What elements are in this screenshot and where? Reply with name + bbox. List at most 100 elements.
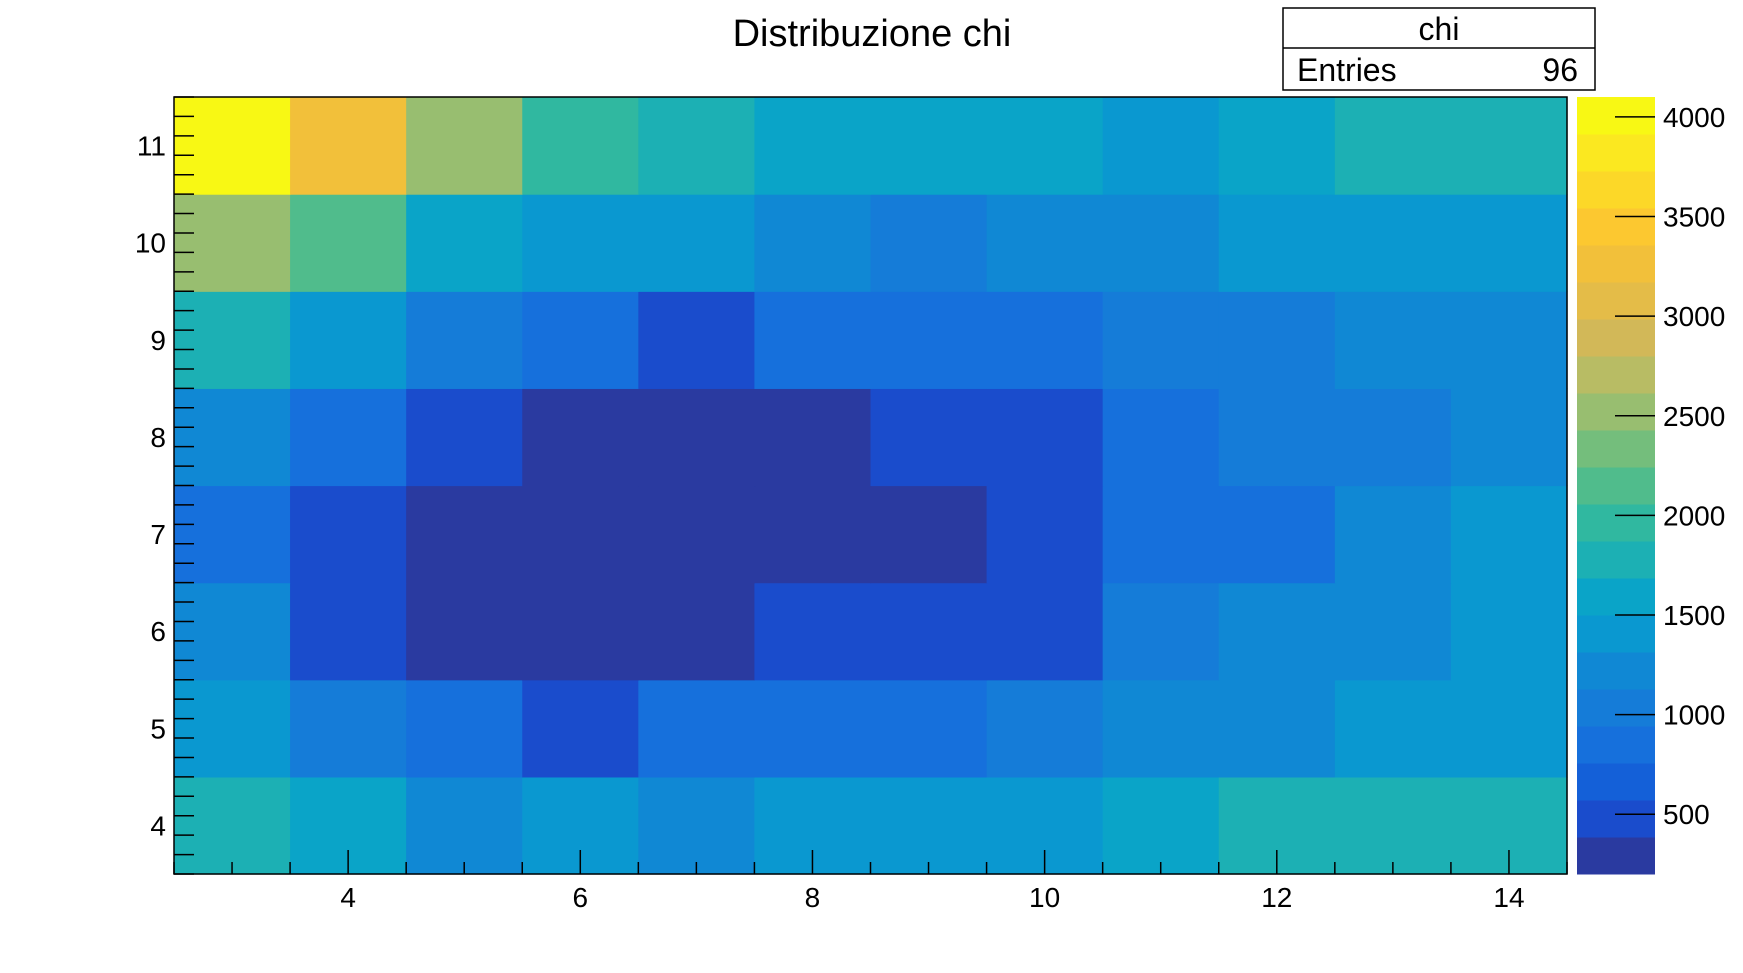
heatmap-cell [1102,679,1220,778]
z-tick-label: 500 [1663,799,1710,830]
z-tick-label: 3000 [1663,301,1725,332]
color-scale-axis: 500 1000 1500 2000 2500 3000 3500 4000 [1615,102,1725,830]
heatmap-cell [406,485,523,584]
heatmap-cell [1102,485,1220,584]
heatmap-cell [290,97,407,195]
heatmap-cell [1218,97,1336,195]
color-scale-segment [1577,504,1655,542]
heatmap-cell [638,485,756,584]
heatmap-cell [754,485,872,584]
x-tick-label: 4 [340,882,356,913]
heatmap-cell [870,776,988,875]
y-tick-label: 8 [150,422,166,453]
heatmap-cell [290,679,407,778]
color-scale-segment [1577,800,1655,838]
heatmap-cell [406,582,523,681]
heatmap-cell [290,291,407,389]
heatmap-cell [174,485,291,584]
heatmap-cell [1334,485,1452,584]
heatmap-cell [406,194,523,292]
heatmap-cell [638,679,756,778]
heatmap-cell [1450,97,1568,195]
heatmap-cell [406,679,523,778]
heatmap-cell [870,194,988,292]
heatmap-cell [406,388,523,487]
color-scale-segment [1577,541,1655,579]
heatmap-cell [754,582,872,681]
heatmap-cell [754,291,872,389]
heatmap-cell [754,97,872,195]
heatmap-cell [290,194,407,292]
heatmap-cell [174,291,291,389]
heatmap-cell [638,97,756,195]
color-scale-segment [1577,208,1655,246]
heatmap-cell [522,485,639,584]
color-scale-segment [1577,171,1655,209]
color-scale-segment [1577,763,1655,801]
heatmap-cell [522,291,639,389]
heatmap-cell [1334,679,1452,778]
color-scale-segment [1577,652,1655,690]
heatmap-cell [174,388,291,487]
heatmap-cell [986,194,1104,292]
z-tick-label: 4000 [1663,102,1725,133]
y-axis: 4 5 6 7 8 9 10 11 [135,96,194,875]
color-scale [1577,97,1655,875]
heatmap-cell [870,97,988,195]
x-tick-label: 6 [573,882,589,913]
heatmap-cell [870,291,988,389]
heatmap-cell [174,679,291,778]
stats-box: chi Entries 96 [1282,7,1596,91]
color-scale-segment [1577,97,1655,135]
heatmap-cell [290,582,407,681]
heatmap-cell [1334,582,1452,681]
heatmap-cell [406,291,523,389]
z-tick-label: 3500 [1663,202,1725,233]
color-scale-segment [1577,689,1655,727]
heatmap-cell [1450,194,1568,292]
heatmap-cell [870,679,988,778]
heatmap-cell [290,485,407,584]
heatmap-cell [986,291,1104,389]
color-scale-segment [1577,430,1655,468]
heatmap-cell [1102,582,1220,681]
heatmap-cell [638,776,756,875]
x-tick-label: 14 [1493,882,1524,913]
heatmap-cell [754,194,872,292]
heatmap-cell [1218,388,1336,487]
y-tick-label: 7 [150,519,166,550]
color-scale-segment [1577,393,1655,431]
heatmap-cell [174,194,291,292]
heatmap-cell [870,388,988,487]
heatmap-cell [522,194,639,292]
heatmap-cell [754,388,872,487]
heatmap-cell [174,97,291,195]
heatmap-cell [406,776,523,875]
heatmap-cell [1450,388,1568,487]
heatmap-cell [1450,582,1568,681]
z-tick-label: 2500 [1663,401,1725,432]
color-scale-segment [1577,356,1655,394]
y-tick-label: 11 [137,131,166,162]
stats-entries-label: Entries [1297,52,1397,88]
z-tick-label: 1000 [1663,700,1725,731]
heatmap-cell [638,388,756,487]
stats-name: chi [1419,11,1460,47]
heatmap-cell [986,97,1104,195]
y-tick-label: 6 [150,616,166,647]
heatmap-cell [638,194,756,292]
color-scale-segment [1577,726,1655,764]
heatmap-cell [986,388,1104,487]
heatmap-cell [1218,679,1336,778]
heatmap-cell [870,582,988,681]
chart-title: Distribuzione chi [733,13,1012,55]
color-scale-segment [1577,245,1655,283]
x-axis: 4 6 8 10 12 14 [173,850,1568,913]
heatmap-cell [1334,97,1452,195]
heatmap-cell [638,582,756,681]
heatmap-cell [406,97,523,195]
y-tick-label: 5 [150,713,166,744]
heatmap-cell [1450,679,1568,778]
heatmap-cell [522,97,639,195]
heatmap-cell [986,679,1104,778]
